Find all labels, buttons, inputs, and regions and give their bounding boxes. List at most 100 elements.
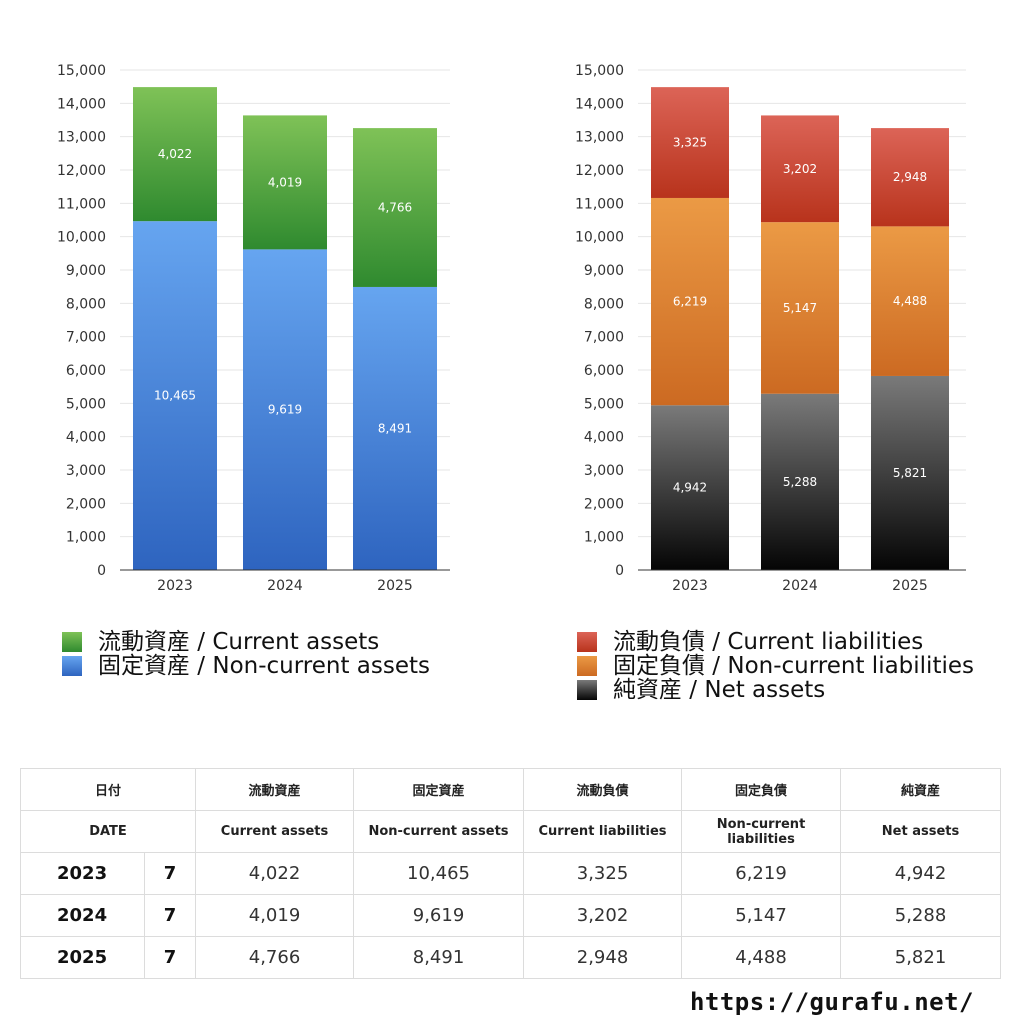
legend-item-current-assets: 流動資産 / Current assets	[62, 630, 430, 654]
y-tick-label: 7,000	[584, 330, 624, 346]
x-tick-label: 2024	[267, 578, 303, 594]
bar-data-label: 6,219	[673, 295, 707, 309]
liabilities-stacked-bar-chart: 0 1,000 2,000 3,000 4,000 5,000 6,000 7,000 8,00…	[575, 63, 966, 594]
y-tick-label: 14,000	[575, 96, 624, 112]
y-tick-label: 12,000	[57, 163, 106, 179]
bar-segment	[761, 393, 839, 570]
x-tick-label: 2024	[782, 578, 818, 594]
bar-data-label: 4,766	[378, 201, 412, 215]
y-tick-label: 5,000	[66, 396, 106, 412]
cell-non-current-assets: 8,491	[353, 936, 525, 979]
row-year: 2023	[20, 852, 145, 895]
y-tick-label: 4,000	[584, 430, 624, 446]
bar-data-label: 9,619	[268, 403, 302, 417]
y-tick-label: 3,000	[584, 463, 624, 479]
y-tick-label: 8,000	[584, 296, 624, 312]
legend-swatch-net-assets	[577, 680, 597, 700]
y-tick-label: 5,000	[584, 396, 624, 412]
header-non-current-liabilities-en: Non-current liabilities	[681, 810, 842, 853]
y-tick-label: 14,000	[57, 96, 106, 112]
legend-swatch-current-liabilities	[577, 632, 597, 652]
cell-current-liabilities: 3,202	[523, 894, 683, 937]
bar-data-label: 3,202	[783, 162, 817, 176]
bar-segment	[651, 87, 729, 198]
x-tick-label: 2023	[672, 578, 708, 594]
bar-segment	[243, 249, 327, 570]
bar-segment	[871, 226, 949, 376]
bar-data-label: 8,491	[378, 421, 412, 435]
y-tick-label: 8,000	[66, 296, 106, 312]
bar-segment	[353, 286, 437, 570]
header-net-assets-jp: 純資産	[840, 768, 1002, 811]
assets-legend: 流動資産 / Current assets 固定資産 / Non-current…	[62, 630, 430, 678]
cell-current-liabilities: 2,948	[523, 936, 683, 979]
y-tick-label: 15,000	[57, 63, 106, 79]
y-tick-label: 3,000	[66, 463, 106, 479]
header-current-assets-en: Current assets	[195, 810, 355, 853]
y-tick-label: 1,000	[66, 530, 106, 546]
cell-current-assets: 4,022	[195, 852, 355, 895]
bar-data-label: 5,147	[783, 301, 817, 315]
row-year: 2024	[20, 894, 145, 937]
cell-non-current-assets: 9,619	[353, 894, 525, 937]
y-tick-label: 9,000	[584, 263, 624, 279]
bar-data-label: 4,488	[893, 294, 927, 308]
y-tick-label: 6,000	[66, 363, 106, 379]
bar-segment	[761, 115, 839, 223]
cell-net-assets: 5,288	[840, 894, 1002, 937]
assets-stacked-bar-chart: 0 1,000 2,000 3,000 4,000 5,000 6,000 7,000 8,00…	[57, 63, 450, 594]
bar-segment	[243, 115, 327, 250]
header-non-current-assets-jp: 固定資産	[353, 768, 525, 811]
header-date-en: DATE	[19, 810, 197, 853]
header-date-jp: 日付	[19, 768, 197, 811]
y-tick-label: 13,000	[57, 130, 106, 146]
y-tick-label: 0	[615, 563, 624, 579]
legend-label-non-current-liabilities: 固定負債 / Non-current liabilities	[613, 653, 974, 679]
legend-swatch-non-current-liabilities	[577, 656, 597, 676]
row-month: 7	[143, 936, 197, 979]
site-url[interactable]: https://gurafu.net/	[689, 988, 974, 1016]
legend-item-non-current-liabilities: 固定負債 / Non-current liabilities	[577, 654, 974, 678]
cell-non-current-liabilities: 5,147	[681, 894, 842, 937]
cell-non-current-liabilities: 6,219	[681, 852, 842, 895]
bar-data-label: 2,948	[893, 170, 927, 184]
x-tick-label: 2025	[892, 578, 928, 594]
liabilities-legend: 流動負債 / Current liabilities 固定負債 / Non-cu…	[577, 630, 974, 702]
legend-item-net-assets: 純資産 / Net assets	[577, 678, 974, 702]
y-tick-label: 15,000	[575, 63, 624, 79]
header-current-liabilities-en: Current liabilities	[523, 810, 683, 853]
bar-segment	[651, 405, 729, 570]
header-current-liabilities-jp: 流動負債	[523, 768, 683, 811]
bar-segment	[871, 375, 949, 570]
bar-data-label: 4,942	[673, 481, 707, 495]
y-tick-label: 1,000	[584, 530, 624, 546]
header-non-current-assets-en: Non-current assets	[353, 810, 525, 853]
bar-data-label: 4,022	[158, 147, 192, 161]
table-header-row-jp: 日付 流動資産 固定資産 流動負債 固定負債 純資産	[19, 768, 1002, 811]
y-tick-label: 2,000	[66, 496, 106, 512]
legend-label-current-assets: 流動資産 / Current assets	[98, 629, 380, 655]
legend-swatch-current-assets	[62, 632, 82, 652]
y-tick-label: 0	[97, 563, 106, 579]
legend-label-net-assets: 純資産 / Net assets	[613, 677, 826, 703]
x-tick-label: 2023	[157, 578, 193, 594]
y-tick-label: 10,000	[575, 230, 624, 246]
bar-segment	[133, 221, 217, 570]
bar-data-label: 4,019	[268, 175, 302, 189]
legend-item-non-current-assets: 固定資産 / Non-current assets	[62, 654, 430, 678]
cell-current-assets: 4,766	[195, 936, 355, 979]
header-non-current-liabilities-jp: 固定負債	[681, 768, 842, 811]
bar-data-label: 3,325	[673, 136, 707, 150]
y-tick-label: 2,000	[584, 496, 624, 512]
x-tick-label: 2025	[377, 578, 413, 594]
bar-data-label: 5,288	[783, 475, 817, 489]
header-current-assets-jp: 流動資産	[195, 768, 355, 811]
y-tick-label: 10,000	[57, 230, 106, 246]
y-tick-label: 4,000	[66, 430, 106, 446]
y-tick-label: 11,000	[57, 196, 106, 212]
y-tick-label: 6,000	[584, 363, 624, 379]
cell-net-assets: 4,942	[840, 852, 1002, 895]
cell-current-liabilities: 3,325	[523, 852, 683, 895]
table-row: 2023 7 4,022 10,465 3,325 6,219 4,942	[20, 852, 1002, 895]
header-net-assets-en: Net assets	[840, 810, 1002, 853]
